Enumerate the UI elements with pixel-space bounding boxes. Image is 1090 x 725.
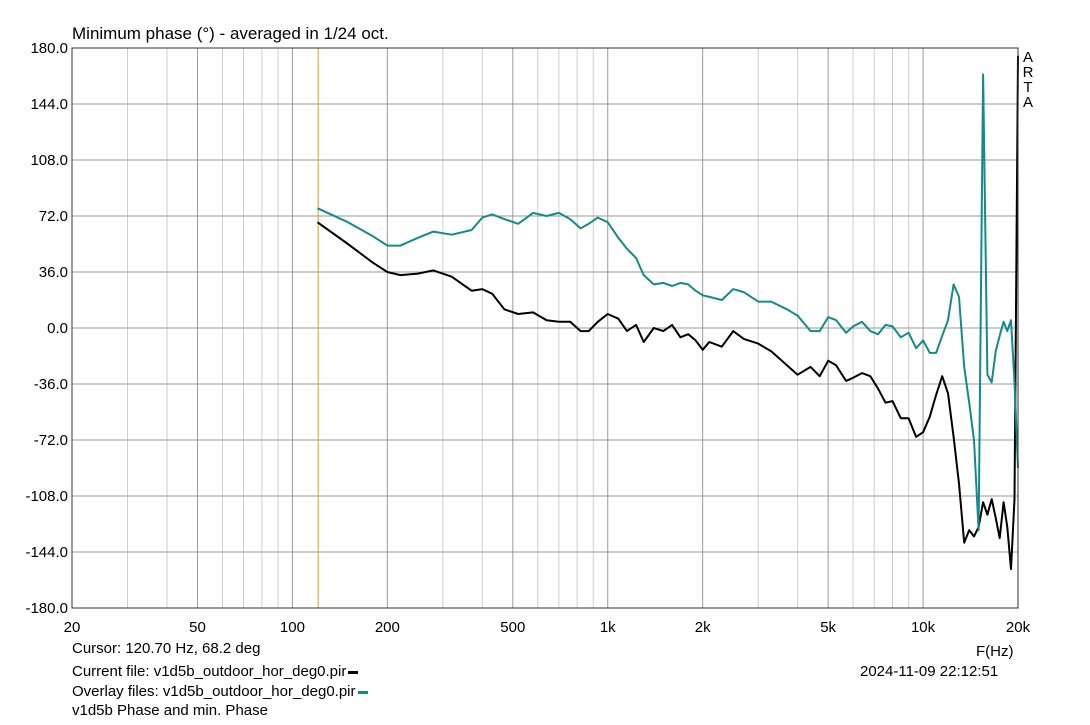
cursor-readout: Cursor: 120.70 Hz, 68.2 deg bbox=[72, 641, 260, 657]
x-tick-label: 20k bbox=[1006, 619, 1031, 636]
description-row: v1d5b Phase and min. Phase bbox=[72, 703, 268, 719]
watermark-letter: R bbox=[1023, 64, 1034, 81]
y-tick-label: 0.0 bbox=[47, 320, 68, 337]
y-tick-label: 72.0 bbox=[39, 208, 68, 225]
x-tick-label: 5k bbox=[820, 619, 836, 636]
y-tick-label: -72.0 bbox=[34, 432, 68, 449]
current-file-row: Current file: v1d5b_outdoor_hor_deg0.pir bbox=[72, 663, 359, 680]
x-tick-label: 50 bbox=[189, 619, 206, 636]
overlay-file-swatch bbox=[357, 690, 368, 694]
series-line-1 bbox=[316, 55, 1019, 571]
x-tick-label: 100 bbox=[280, 619, 305, 636]
x-tick-label: 2k bbox=[695, 619, 711, 636]
watermark-letter: T bbox=[1023, 79, 1032, 96]
x-axis-label: F(Hz) bbox=[976, 643, 1014, 660]
y-tick-label: -144.0 bbox=[25, 544, 68, 561]
x-tick-labels: 20 50 100 200 500 1k 2k 5k 10k 20k bbox=[64, 619, 1031, 636]
overlay-file-row: Overlay files: v1d5b_outdoor_hor_deg0.pi… bbox=[72, 684, 368, 700]
series-line-2 bbox=[316, 73, 1019, 532]
watermark-letter: A bbox=[1023, 94, 1033, 111]
timestamp: 2024-11-09 22:12:51 bbox=[860, 664, 998, 680]
y-tick-labels: 180.0 144.0 108.0 72.0 36.0 0.0 -36.0 -72.0 -108… bbox=[25, 40, 68, 617]
plot-frame bbox=[71, 47, 1019, 609]
y-tick-label: 108.0 bbox=[30, 152, 68, 169]
y-tick-label: 36.0 bbox=[39, 264, 68, 281]
series-layer bbox=[316, 55, 1019, 571]
y-tick-label: 180.0 bbox=[30, 40, 68, 57]
cursor-readout-text: Cursor: 120.70 Hz, 68.2 deg bbox=[72, 640, 261, 657]
current-file-text: Current file: v1d5b_outdoor_hor_deg0.pir bbox=[72, 663, 347, 680]
x-tick-label: 1k bbox=[600, 619, 616, 636]
y-tick-label: -108.0 bbox=[25, 488, 68, 505]
x-tick-label: 200 bbox=[375, 619, 400, 636]
y-tick-label: -180.0 bbox=[25, 600, 68, 617]
x-tick-label: 10k bbox=[911, 619, 936, 636]
timestamp-text: 2024-11-09 22:12:51 bbox=[860, 663, 999, 680]
chart-title: Minimum phase (°) - averaged in 1/24 oct… bbox=[72, 24, 389, 43]
x-tick-label: 500 bbox=[500, 619, 525, 636]
watermark-letter: A bbox=[1023, 49, 1033, 66]
overlay-file-text: Overlay files: v1d5b_outdoor_hor_deg0.pi… bbox=[72, 683, 356, 700]
current-file-swatch bbox=[348, 670, 359, 674]
description-text: v1d5b Phase and min. Phase bbox=[72, 702, 268, 719]
x-tick-label: 20 bbox=[64, 619, 81, 636]
y-tick-label: -36.0 bbox=[34, 376, 68, 393]
y-tick-label: 144.0 bbox=[30, 96, 68, 113]
